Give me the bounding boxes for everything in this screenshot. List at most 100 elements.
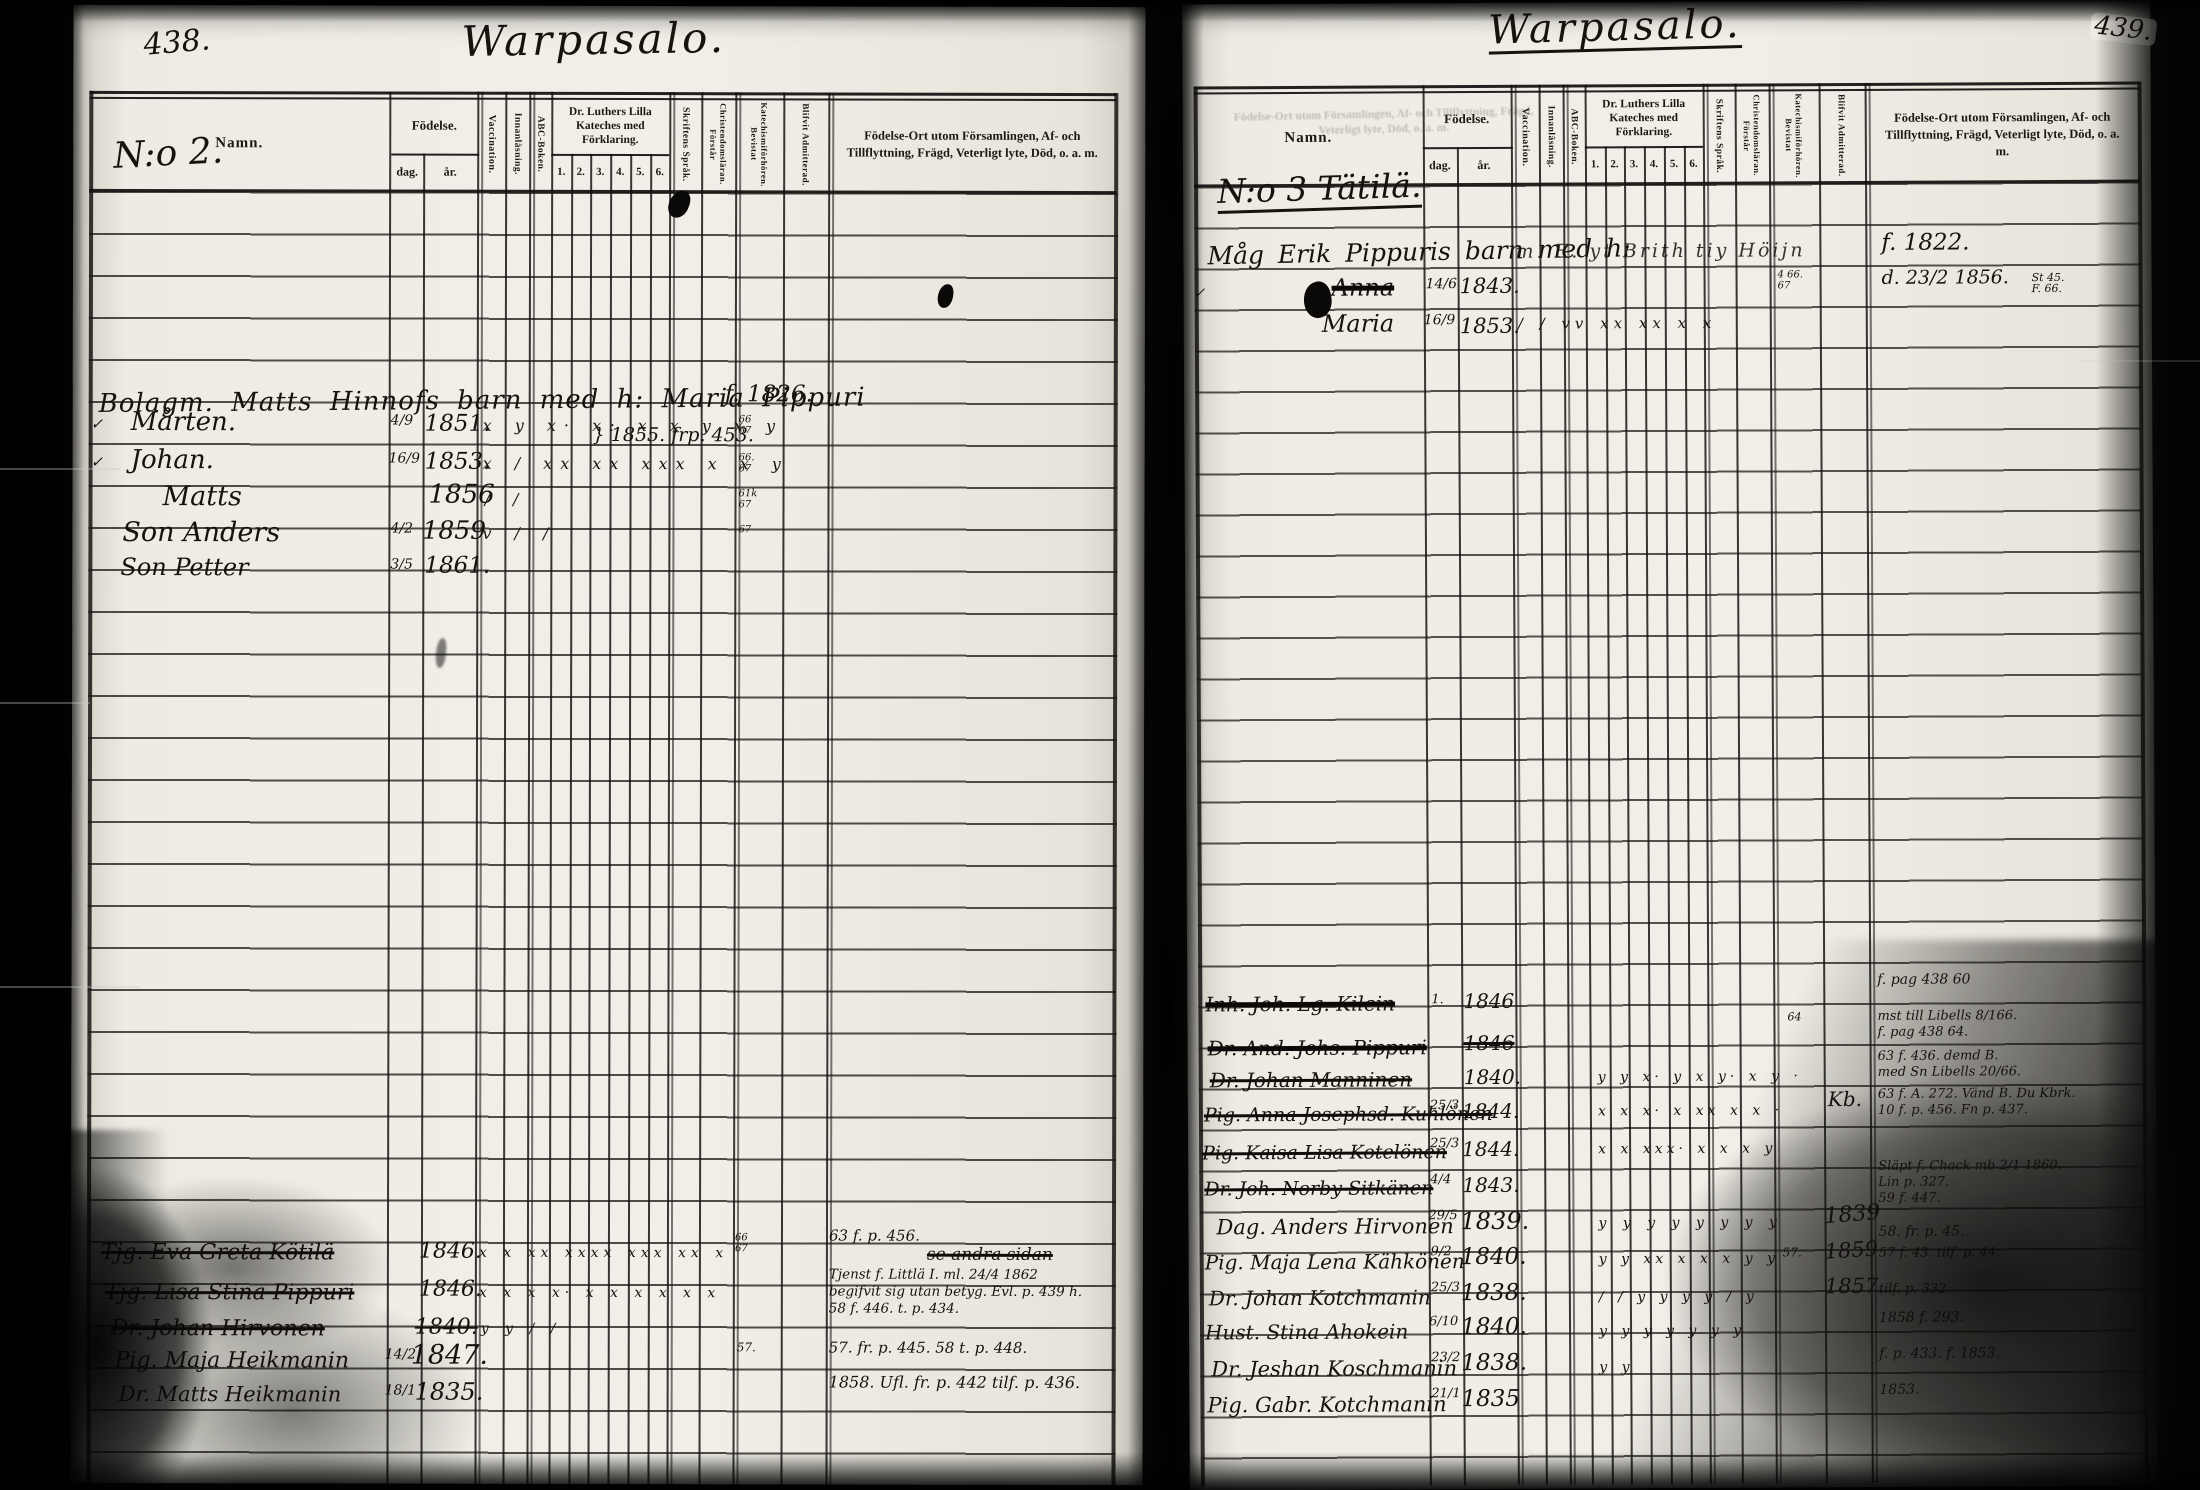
table-top-rule — [89, 90, 1117, 97]
col-header-understanding: Förstår Christendomsläran. — [1741, 94, 1763, 177]
entry-admitted: Kb. — [1827, 1086, 1863, 1112]
entry-marks: / / vv xx xx x x — [1517, 313, 1717, 333]
col-header-day: dag. — [396, 164, 419, 179]
col-header-cat1: 1. — [1590, 158, 1600, 171]
col-header-remarks: Födelse-Ort utom Församlingen, Af- och T… — [846, 128, 1098, 161]
entry-birth-year: 1846 — [1463, 1030, 1515, 1056]
entry-birth-year: 1859 — [422, 515, 487, 545]
col-header-attended: Bevistat Katechismiförhören. — [749, 101, 770, 187]
entry-marks: x x x x· x x x x x x — [478, 1284, 721, 1302]
entry-birth-day: 9/2 — [1430, 1244, 1452, 1260]
entry-marks: y y x· y x y· x y · — [1597, 1068, 1802, 1086]
entry-birth-year: 1851. — [424, 410, 491, 437]
entry-birth-day: 18/1 — [384, 1382, 417, 1399]
col-header-cat5: 5. — [1669, 157, 1679, 170]
entry-birth-year: 1840. — [1460, 1313, 1527, 1341]
entry-marks: x x xxx· x x x y — [1598, 1140, 1777, 1158]
entry-name: Dr. Joh. Norby Sitkänen — [1204, 1177, 1434, 1201]
entry-remark: 1858. Ufl. fr. p. 442 tilf. p. 436. — [828, 1372, 1081, 1392]
entry-name: Dr. Matts Heikmanin — [118, 1381, 342, 1407]
family-scatter-notes: m. E. yt Brith tiy Höijn — [1515, 239, 1806, 263]
entry-birth-day: 6/10 — [1428, 1314, 1459, 1330]
col-header-cat6: 6. — [1689, 157, 1698, 170]
col-header-admitted: Blifvit Admitterad. — [1836, 93, 1848, 177]
entry-birth-year: 1843. — [1459, 273, 1520, 299]
entry-name: Pig. Maja Lena Kähkönen — [1204, 1249, 1465, 1275]
family-head-remark: f. 1826. — [724, 381, 813, 408]
entry-attended: 66. 67 — [738, 452, 755, 475]
film-scratch — [0, 986, 140, 988]
col-header-reading: Innanläsning. — [1545, 105, 1556, 168]
entry-name: Son Petter — [120, 552, 249, 582]
entry-birth-year: 1835. — [414, 1377, 484, 1406]
entry-birth-year: 1846 — [1463, 988, 1515, 1014]
entry-birth-day: 14/6 — [1425, 276, 1458, 293]
entry-name: Anna — [1331, 273, 1395, 302]
col-header-birth: Födelse. — [1444, 110, 1490, 127]
col-header-cat5: 5. — [636, 166, 645, 179]
family-head-remark: f. 1822. — [1881, 229, 1970, 256]
film-scratch — [2080, 360, 2200, 362]
entry-attended: 57. — [1782, 1245, 1802, 1260]
entry-name: Dr. Johan Kotchmanin — [1208, 1285, 1431, 1311]
col-header-reading: Innanläsning. — [512, 112, 523, 175]
entry-attended: 61k 67 — [738, 488, 758, 511]
right-page-title: Warpasalo. — [1487, 0, 1743, 54]
entry-remark: 58. fr. p. 45. — [1878, 1223, 1965, 1240]
entry-attended: 67 — [738, 524, 752, 536]
entry-name: Dr. And. Johs. Pippuri — [1207, 1035, 1427, 1061]
entry-admitted: 1857 — [1824, 1273, 1879, 1299]
entry-remark: 1858 f. 293. — [1878, 1309, 1964, 1326]
col-header-catechism: Dr. Luthers Lilla Kateches med Förklarin… — [1602, 97, 1686, 139]
entry-remark: Tjenst f. Littlä I. ml. 24/4 1862 begifv… — [828, 1266, 1083, 1317]
entry-marks: y y — [1599, 1359, 1634, 1376]
col-header-scripture: Skriftens Språk. — [680, 106, 691, 182]
gutter-ink-streak — [1146, 0, 1192, 1490]
entry-name: Johan. — [130, 444, 214, 476]
entry-birth-day: 29/5 — [1428, 1208, 1458, 1224]
entry-birth-day: 25/3 — [1429, 1098, 1460, 1114]
col-header-abc: ABC-Boken. — [1568, 108, 1579, 165]
entry-birth-year: 1840. — [1463, 1064, 1522, 1090]
entry-remark: tilf. p. 332. — [1878, 1281, 1951, 1297]
entry-marks: y y / / — [480, 1320, 561, 1337]
col-header-admitted: Blifvit Admitterad. — [800, 103, 811, 186]
entry-remark: 63 f. 436. demd B. med Sn Libells 20/66. — [1877, 1048, 2022, 1080]
entry-name: Inh. Joh. Lg. Kilein — [1205, 991, 1396, 1017]
entry-attended: 66 67 — [734, 1232, 748, 1255]
entry-attended: 66 67 — [738, 414, 752, 437]
col-header-cat4: 4. — [616, 166, 625, 179]
entry-name: Dag. Anders Hirvonen — [1216, 1214, 1454, 1240]
col-header-abc: ABC-Boken. — [535, 115, 546, 173]
entry-birth-year: 1839. — [1460, 1206, 1530, 1236]
entry-birth-day: 4/9 — [390, 412, 414, 429]
entry-birth-year: 1844. — [1461, 1098, 1520, 1124]
col-header-scripture: Skriftens Språk. — [1713, 98, 1725, 174]
entry-remark: 57. fr. p. 445. 58 t. p. 448. — [828, 1338, 1028, 1357]
entry-name: Mårten. — [130, 406, 237, 438]
entry-name: Dr. Jeshan Koschmanin — [1211, 1356, 1458, 1382]
record-number: N:o 2. — [112, 130, 224, 177]
entry-birth-year: 1838. — [1461, 1349, 1528, 1377]
entry-birth-year: 1861. — [424, 552, 491, 579]
entry-marks: y y y y y y y y — [1598, 1214, 1782, 1232]
entry-remark: 63 f. p. 456. — [828, 1226, 920, 1245]
entry-remark: 1853. — [1879, 1381, 1920, 1398]
entry-birth-year: 1844. — [1462, 1136, 1520, 1162]
left-page-title: Warpasalo. — [461, 12, 727, 66]
entry-remark: 63 f. A. 272. Vänd B. Du Kbrk. 10 f. p. … — [1877, 1085, 2076, 1118]
entry-birth-day: 16/9 — [388, 450, 421, 467]
entry-birth-day: 25/3 — [1430, 1280, 1461, 1296]
entry-marks: y y y y y y y — [1599, 1322, 1746, 1340]
entry-name: Hust. Stina Ahokein — [1205, 1319, 1409, 1345]
entry-birth-year: 1840. — [1460, 1243, 1527, 1271]
col-header-attended: Bevistat Katechismiförhören. — [1783, 92, 1805, 178]
entry-admitted: 1859 — [1823, 1236, 1879, 1264]
film-scratch — [0, 468, 120, 470]
col-header-cat3: 3. — [1629, 158, 1639, 171]
entry-birth-year: 1853. — [424, 448, 491, 475]
col-header-remarks: Födelse-Ort utom Församlingen, Af- och T… — [1885, 109, 2120, 158]
entry-birth-day: 23/2 — [1431, 1350, 1461, 1366]
entry-name: Son Anders — [122, 516, 281, 549]
entry-birth-year: 1838. — [1460, 1279, 1527, 1307]
